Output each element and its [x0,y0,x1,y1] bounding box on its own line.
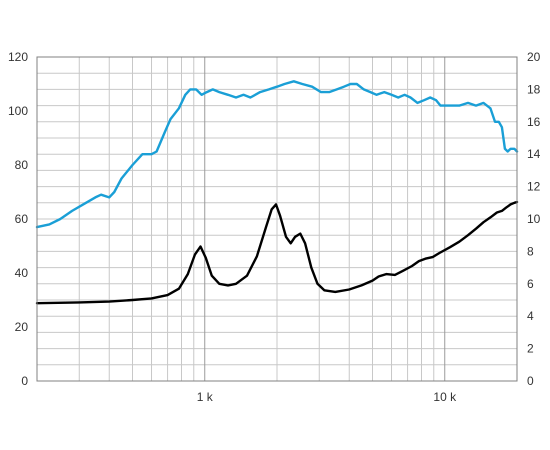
y-right-tick-label: 6 [527,277,534,291]
y-right-tick-label: 0 [527,374,534,388]
y-axis-left-ticks: 0 20 40 60 80 100 120 [8,50,28,388]
y-right-tick-label: 14 [527,147,541,161]
y-right-tick-label: 4 [527,309,534,323]
x-tick-label: 1 k [197,390,214,404]
y-right-tick-label: 18 [527,82,541,96]
y-left-tick-label: 40 [15,266,29,280]
y-right-tick-label: 20 [527,50,541,64]
y-left-tick-label: 120 [8,50,28,64]
plot-frame [36,56,518,382]
series-line-left-axis [35,80,519,229]
y-left-tick-label: 20 [15,320,29,334]
y-right-tick-label: 2 [527,342,534,356]
y-right-tick-label: 10 [527,212,541,226]
x-axis-ticks: 1 k 10 k [197,390,457,404]
series-line-right-axis [35,200,519,305]
y-right-tick-label: 12 [527,180,541,194]
series-layer [35,80,519,305]
y-left-tick-label: 80 [15,158,29,172]
y-left-tick-label: 0 [21,374,28,388]
y-right-tick-label: 8 [527,244,534,258]
y-axis-right-ticks: 0 2 4 6 8 10 12 14 16 18 20 [527,50,541,388]
x-tick-label: 10 k [433,390,457,404]
y-left-tick-label: 60 [15,212,29,226]
y-left-tick-label: 100 [8,104,28,118]
y-right-tick-label: 16 [527,115,541,129]
